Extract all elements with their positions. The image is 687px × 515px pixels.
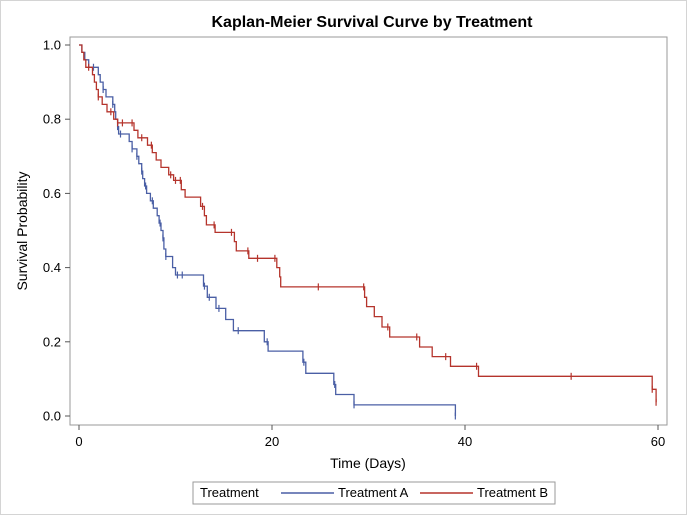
y-tick-label: 0.0 bbox=[43, 409, 61, 424]
x-axis-label: Time (Days) bbox=[330, 455, 406, 471]
x-tick-label: 20 bbox=[265, 434, 279, 449]
legend-box bbox=[192, 481, 556, 505]
y-tick-label: 0.8 bbox=[43, 112, 61, 127]
survival-curve-treatment-b bbox=[79, 44, 657, 403]
series-group bbox=[79, 44, 657, 420]
y-tick-label: 1.0 bbox=[43, 38, 61, 53]
x-tick-label: 0 bbox=[75, 434, 82, 449]
axes: 0 20 40 60 0.0 0.2 0.4 0.6 0.8 1.0 bbox=[43, 38, 665, 450]
y-tick-label: 0.2 bbox=[43, 334, 61, 349]
y-tick-label: 0.6 bbox=[43, 186, 61, 201]
legend-label-treatment-b: Treatment B bbox=[477, 485, 548, 500]
chart-title: Kaplan-Meier Survival Curve by Treatment bbox=[212, 14, 534, 31]
plot-area bbox=[69, 36, 668, 426]
y-tick-label: 0.4 bbox=[43, 260, 61, 275]
x-tick-label: 60 bbox=[651, 434, 665, 449]
survival-curve-treatment-a bbox=[79, 44, 457, 416]
legend-title: Treatment bbox=[200, 485, 259, 500]
x-tick-label: 40 bbox=[458, 434, 472, 449]
legend: Treatment Treatment A Treatment B bbox=[192, 481, 556, 505]
legend-label-treatment-a: Treatment A bbox=[338, 485, 409, 500]
y-axis-label: Survival Probability bbox=[14, 171, 30, 290]
